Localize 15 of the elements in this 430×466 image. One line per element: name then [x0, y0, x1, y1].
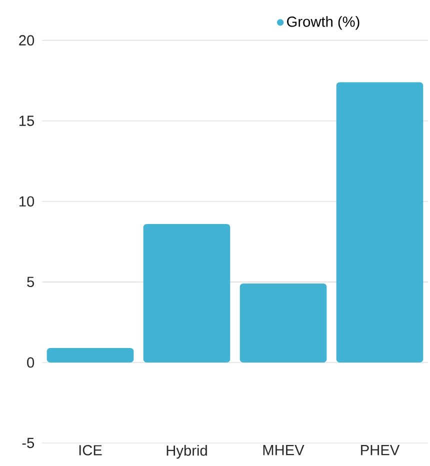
bar — [46, 348, 134, 362]
x-tick-label: Hybrid — [166, 445, 207, 459]
y-tick-label: 5 — [27, 276, 34, 288]
y-tick-label: 20 — [19, 35, 34, 46]
y-tick-label: 15 — [19, 116, 34, 126]
bar — [143, 224, 230, 362]
x-tick-label: PHEV — [361, 445, 400, 456]
x-tick-label: ICE — [79, 445, 102, 456]
x-tick-label: MHEV — [263, 445, 304, 456]
bar — [240, 284, 327, 362]
y-tick-label: 0 — [27, 357, 34, 368]
y-tick-label: 10 — [19, 196, 34, 207]
legend-label: Growth (%) — [287, 16, 360, 30]
bar — [336, 82, 424, 362]
y-tick-label: -5 — [22, 438, 34, 448]
